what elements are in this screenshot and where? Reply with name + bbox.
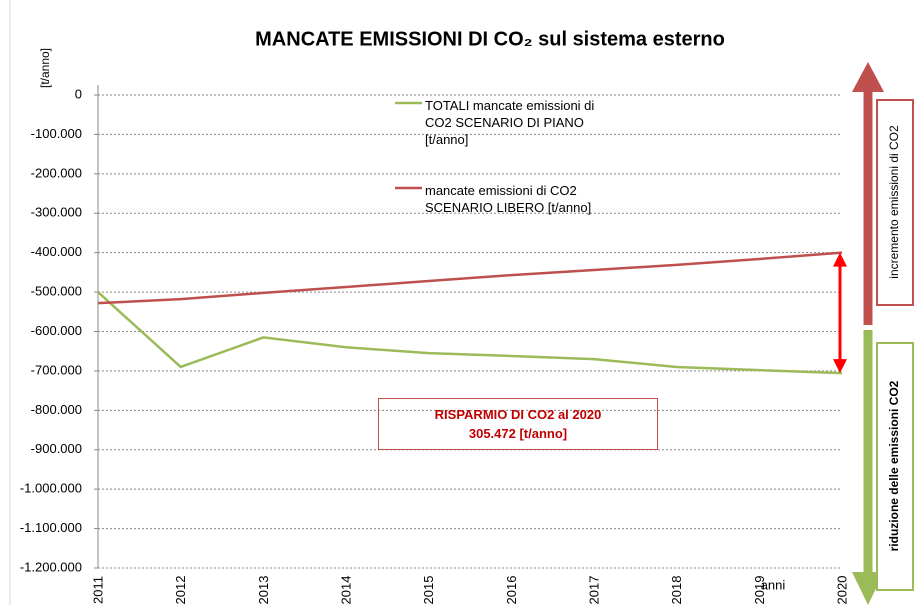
y-axis-label: [t/anno] [38, 48, 52, 88]
x-tick-label: 2020 [834, 576, 849, 605]
reduction-label: riduzione delle emissioni CO2 [887, 380, 901, 551]
y-tick-label: -800.000 [31, 402, 82, 417]
y-tick-label: -1.000.000 [20, 481, 82, 496]
x-tick-label: 2015 [421, 576, 436, 605]
legend-entry: mancate emissioni di CO2 SCENARIO LIBERO… [425, 183, 592, 215]
y-tick-label: -1.200.000 [20, 559, 82, 574]
reduction-box [876, 342, 914, 591]
y-tick-label: 0 [75, 86, 82, 101]
x-tick-label: 2014 [338, 576, 353, 605]
y-tick-label: -500.000 [31, 284, 82, 299]
y-tick-label: -900.000 [31, 441, 82, 456]
x-tick-label: 2013 [256, 576, 271, 605]
x-tick-label: 2016 [504, 576, 519, 605]
x-tick-label: 2019 [752, 576, 767, 605]
difference-arrow-head [833, 359, 847, 374]
increase-box [876, 99, 914, 306]
y-tick-label: -600.000 [31, 323, 82, 338]
savings-label: RISPARMIO DI CO2 al 2020 [434, 407, 602, 422]
savings-value: 305.472 [t/anno] [468, 426, 568, 441]
x-tick-label: 2017 [586, 576, 601, 605]
legend-entry: TOTALI mancate emissioni di CO2 SCENARIO… [425, 98, 595, 147]
y-tick-label: -1.100.000 [20, 520, 82, 535]
series-line [97, 251, 843, 305]
y-tick-label: -300.000 [31, 205, 82, 220]
difference-arrow-head [833, 252, 847, 267]
y-tick-label: -200.000 [31, 165, 82, 180]
increase-arrow-head [852, 62, 884, 92]
savings-box: RISPARMIO DI CO2 al 2020 305.472 [t/anno… [378, 398, 658, 450]
x-tick-label: 2018 [669, 576, 684, 605]
increase-label: incremento emissioni di CO2 [887, 125, 901, 279]
y-tick-label: -700.000 [31, 362, 82, 377]
series-line [97, 291, 843, 375]
x-axis-label: anni [761, 577, 786, 592]
y-tick-label: -100.000 [31, 126, 82, 141]
x-tick-label: 2012 [173, 576, 188, 605]
x-tick-label: 2011 [90, 576, 105, 604]
chart-title: MANCATE EMISSIONI DI CO₂ sul sistema est… [255, 28, 725, 50]
y-tick-label: -400.000 [31, 244, 82, 259]
